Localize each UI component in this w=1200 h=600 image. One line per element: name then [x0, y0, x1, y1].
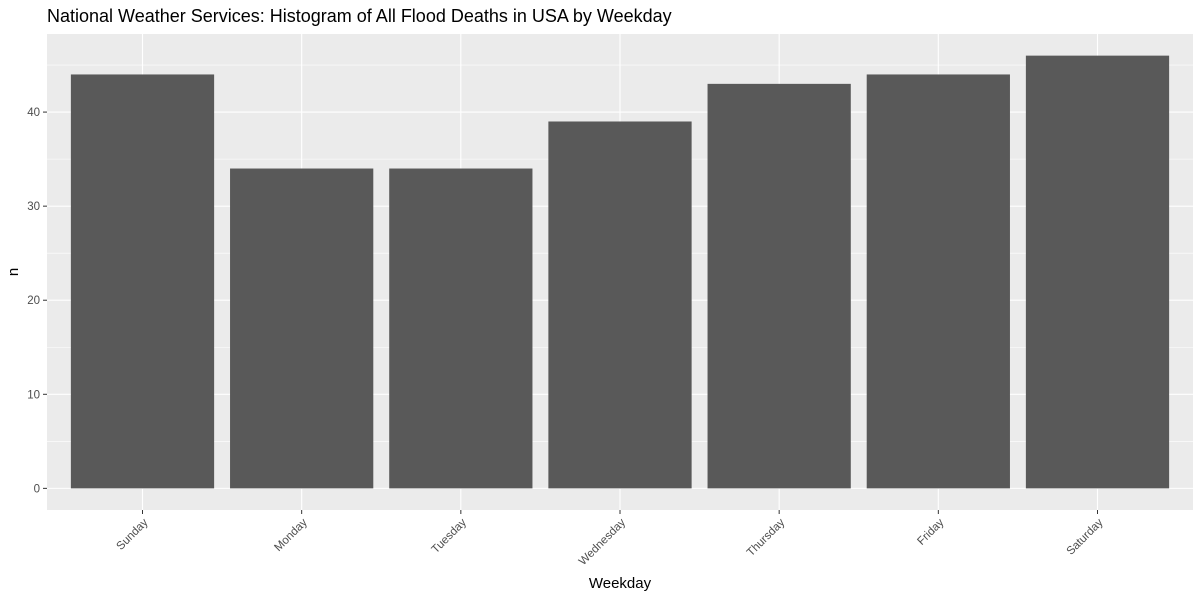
y-tick-label: 10: [27, 389, 40, 401]
x-tick-label: Saturday: [1065, 516, 1106, 557]
bar: [707, 83, 851, 489]
chart-title: National Weather Services: Histogram of …: [47, 6, 672, 26]
x-tick-label: Sunday: [115, 516, 151, 552]
x-tick-label: Tuesday: [430, 516, 470, 556]
y-tick-label: 0: [34, 483, 40, 495]
x-tick-label: Wednesday: [577, 516, 628, 567]
x-tick-label: Thursday: [745, 516, 788, 559]
x-axis-title: Weekday: [589, 575, 652, 592]
bar: [230, 168, 374, 489]
y-axis-ticks: 0 10 20 30 40: [27, 107, 47, 495]
x-axis-ticks: Sunday Monday Tuesday Wednesday Thursday Frid…: [115, 510, 1106, 568]
y-tick-label: 20: [27, 295, 40, 307]
bar: [1025, 55, 1170, 489]
y-tick-label: 30: [27, 201, 40, 213]
x-tick-label: Friday: [915, 516, 946, 547]
bar: [70, 74, 215, 489]
bars: [70, 55, 1170, 489]
y-axis-title: n: [5, 268, 22, 276]
y-tick-label: 40: [27, 107, 40, 119]
bar: [548, 121, 692, 489]
bar: [866, 74, 1010, 489]
bar: [389, 168, 533, 489]
x-tick-label: Monday: [272, 516, 310, 554]
